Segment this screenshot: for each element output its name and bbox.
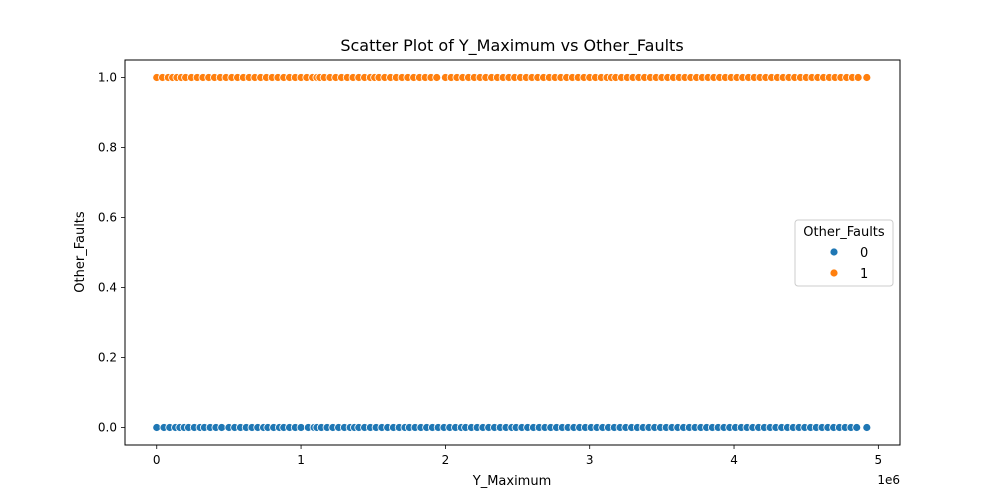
y-tick-label: 0.2 <box>98 351 117 365</box>
y-tick-label: 0.6 <box>98 211 117 225</box>
data-point-series-1 <box>862 73 872 82</box>
data-point-series-1 <box>853 73 863 82</box>
x-tick-label: 3 <box>586 453 594 467</box>
y-tick-label: 0.4 <box>98 281 117 295</box>
chart-title: Scatter Plot of Y_Maximum vs Other_Fault… <box>340 36 683 56</box>
x-tick-label: 5 <box>875 453 883 467</box>
legend-label-1: 1 <box>860 267 868 282</box>
x-axis-label: Y_Maximum <box>472 474 552 489</box>
y-axis-label: Other_Faults <box>73 211 88 293</box>
data-point-series-0 <box>862 423 872 432</box>
data-point-series-0 <box>152 423 162 432</box>
data-point-series-1 <box>432 73 442 82</box>
x-tick-label: 1 <box>297 453 305 467</box>
points-layer <box>152 73 872 432</box>
y-tick-label: 0.8 <box>98 141 117 155</box>
plot-frame <box>124 59 901 446</box>
legend-marker-1 <box>829 268 839 278</box>
legend-label-0: 0 <box>860 246 868 261</box>
data-point-series-0 <box>852 423 862 432</box>
x-tick-label: 2 <box>442 453 450 467</box>
legend-marker-0 <box>829 247 839 257</box>
legend: Other_Faults 0 1 <box>794 219 894 287</box>
x-tick-label: 0 <box>153 453 161 467</box>
legend-box <box>794 219 894 287</box>
x-axis-ticks: 0 1 2 3 4 5 <box>153 445 882 467</box>
legend-title: Other_Faults <box>803 225 885 240</box>
y-tick-label: 0.0 <box>98 421 117 435</box>
y-axis-ticks: 0.0 0.2 0.4 0.6 0.8 1.0 <box>98 71 125 435</box>
x-axis-offset-label: 1e6 <box>877 473 900 487</box>
y-tick-label: 1.0 <box>98 71 117 85</box>
data-point-series-0 <box>217 423 227 432</box>
x-tick-label: 4 <box>730 453 738 467</box>
data-point-series-0 <box>296 423 306 432</box>
